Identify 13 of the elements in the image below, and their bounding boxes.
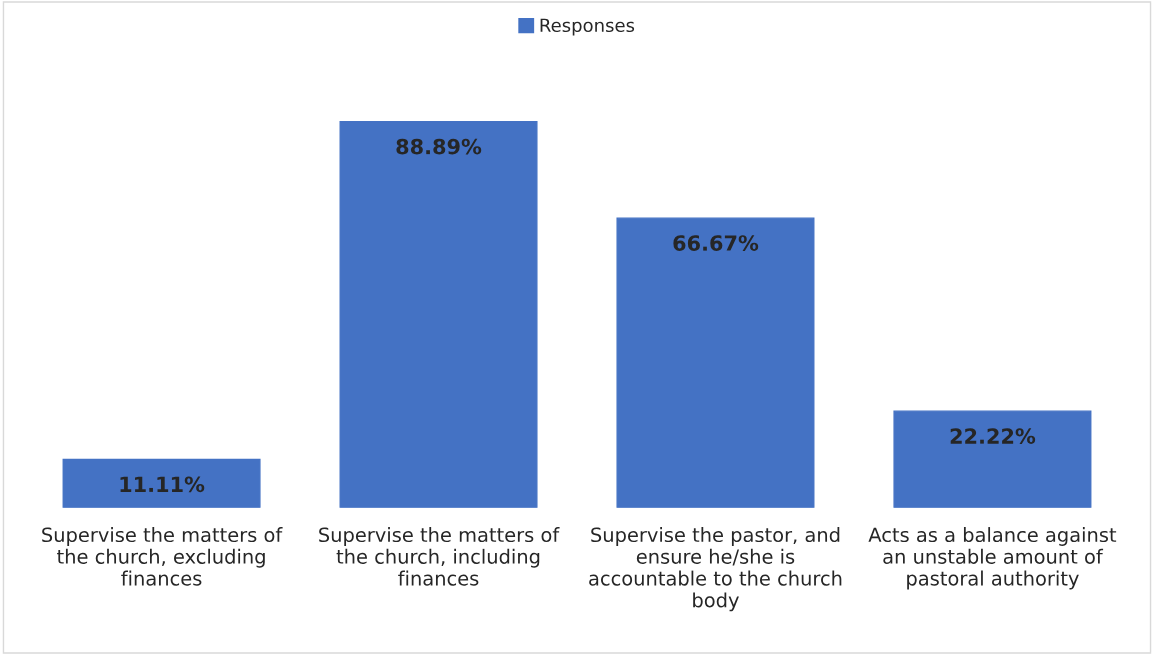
bar	[616, 217, 815, 508]
data-label: 66.67%	[673, 235, 759, 251]
bar	[62, 458, 261, 508]
legend-label: Responses	[540, 18, 635, 36]
x-tick-label: Supervise the pastor, and ensure he/she is accountable to the church body	[589, 527, 842, 612]
bar	[893, 410, 1092, 508]
bar	[339, 120, 538, 508]
x-tick-label: Supervise the matters of the church, including finances	[319, 527, 560, 586]
data-label: 11.11%	[120, 476, 205, 493]
x-tick-label: Acts as a balance against an unstable amount of pastoral authority	[868, 527, 1117, 590]
x-tick-label: Supervise the matters of the church, excluding finances	[42, 527, 283, 586]
data-label: 88.89%	[396, 138, 482, 155]
data-label: 22.22%	[950, 428, 1036, 444]
